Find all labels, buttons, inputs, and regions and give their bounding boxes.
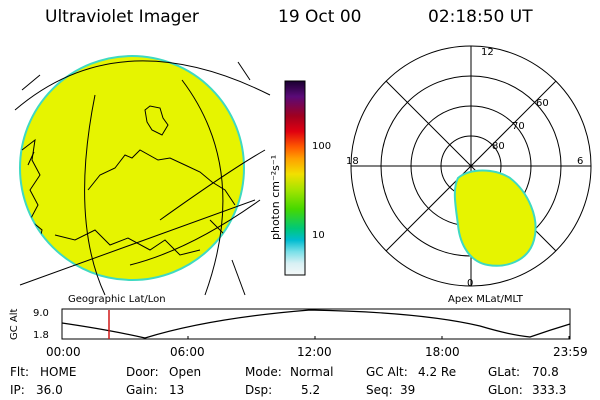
geographic-map (14, 55, 271, 296)
glat-value: 70.8 (532, 365, 559, 379)
orbit-altitude-curve (61, 309, 571, 339)
colorbar (284, 80, 306, 276)
orbit-tick-1200: 12:00 (297, 345, 332, 359)
orbit-tick-2359: 23:59 (553, 345, 588, 359)
colorbar-tick-100: 100 (312, 141, 332, 152)
polar-label: Apex MLat/MLT (448, 294, 523, 305)
door-value: Open (169, 365, 202, 379)
colorbar-tick-10: 10 (312, 230, 325, 241)
lat-label-80: 80 (492, 141, 505, 152)
orbit-plot (61, 308, 571, 340)
mlt-label-12: 12 (481, 47, 494, 58)
orbit-tick-0600: 06:00 (170, 345, 205, 359)
door-label: Door: (126, 365, 159, 379)
mode-value: Normal (290, 365, 334, 379)
orbit-y-top: 9.0 (33, 308, 49, 319)
mlt-label-0: 0 (467, 278, 474, 289)
ip-value: 36.0 (36, 383, 63, 397)
orbit-y-bottom: 1.8 (33, 330, 49, 341)
gain-label: Gain: (126, 383, 158, 397)
orbit-tick-0000: 00:00 (46, 345, 81, 359)
orbit-tick-1800: 18:00 (425, 345, 460, 359)
dsp-value: 5.2 (301, 383, 321, 397)
geographic-label: Geographic Lat/Lon (68, 294, 166, 305)
aurora-disk (19, 55, 245, 281)
instrument-title: Ultraviolet Imager (45, 7, 199, 27)
lat-label-70: 70 (512, 121, 525, 132)
mode-label: Mode: (245, 365, 282, 379)
polar-plot (350, 45, 592, 287)
aurora-oval (453, 169, 537, 267)
glon-value: 333.3 (532, 383, 567, 397)
glon-label: GLon: (488, 383, 523, 397)
glat-label: GLat: (488, 365, 521, 379)
orbit-ylabel: GC Alt (9, 308, 20, 340)
gain-value: 13 (169, 383, 185, 397)
flt-value: HOME (40, 365, 77, 379)
dsp-label: Dsp: (245, 383, 273, 397)
gcalt-label: GC Alt: (366, 365, 408, 379)
seq-label: Seq: (366, 383, 393, 397)
flt-label: Flt: (10, 365, 29, 379)
ip-label: IP: (10, 383, 25, 397)
mlt-label-18: 18 (346, 156, 359, 167)
mlt-label-6: 6 (577, 156, 584, 167)
seq-value: 39 (400, 383, 416, 397)
gcalt-value: 4.2 Re (418, 365, 457, 379)
date-label: 19 Oct 00 (278, 7, 362, 27)
lat-label-60: 60 (536, 98, 549, 109)
time-label: 02:18:50 UT (428, 7, 533, 27)
